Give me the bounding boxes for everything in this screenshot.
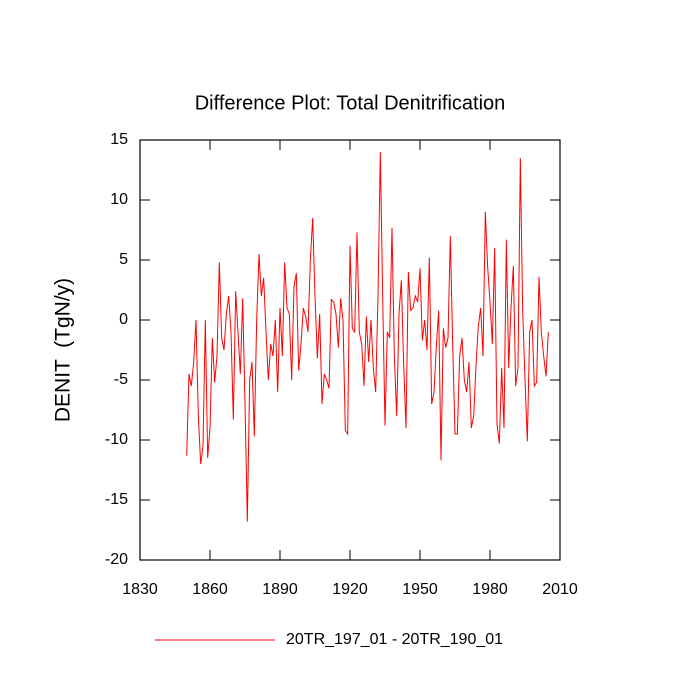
y-tick-label: 10 xyxy=(110,191,128,208)
data-line xyxy=(186,151,549,522)
y-tick-label: -20 xyxy=(105,551,128,568)
y-tick-label: -5 xyxy=(114,371,128,388)
x-tick-label: 1950 xyxy=(402,581,438,598)
x-tick-label: 1830 xyxy=(122,581,158,598)
x-tick-label: 1980 xyxy=(472,581,508,598)
x-tick-label: 1920 xyxy=(332,581,368,598)
plot-frame xyxy=(139,139,561,561)
y-tick-label: 5 xyxy=(119,251,128,268)
y-tick-label: 0 xyxy=(119,311,128,328)
x-tick-label: 1860 xyxy=(192,581,228,598)
y-axis-label: DENIT (TgN/y) xyxy=(52,278,75,422)
y-tick-label: 15 xyxy=(110,131,128,148)
y-tick-label: -10 xyxy=(105,431,128,448)
chart-title: Difference Plot: Total Denitrification xyxy=(195,92,506,114)
x-tick-label: 1890 xyxy=(262,581,298,598)
legend-label: 20TR_197_01 - 20TR_190_01 xyxy=(286,631,503,648)
y-tick-label: -15 xyxy=(105,491,128,508)
x-tick-label: 2010 xyxy=(542,581,578,598)
